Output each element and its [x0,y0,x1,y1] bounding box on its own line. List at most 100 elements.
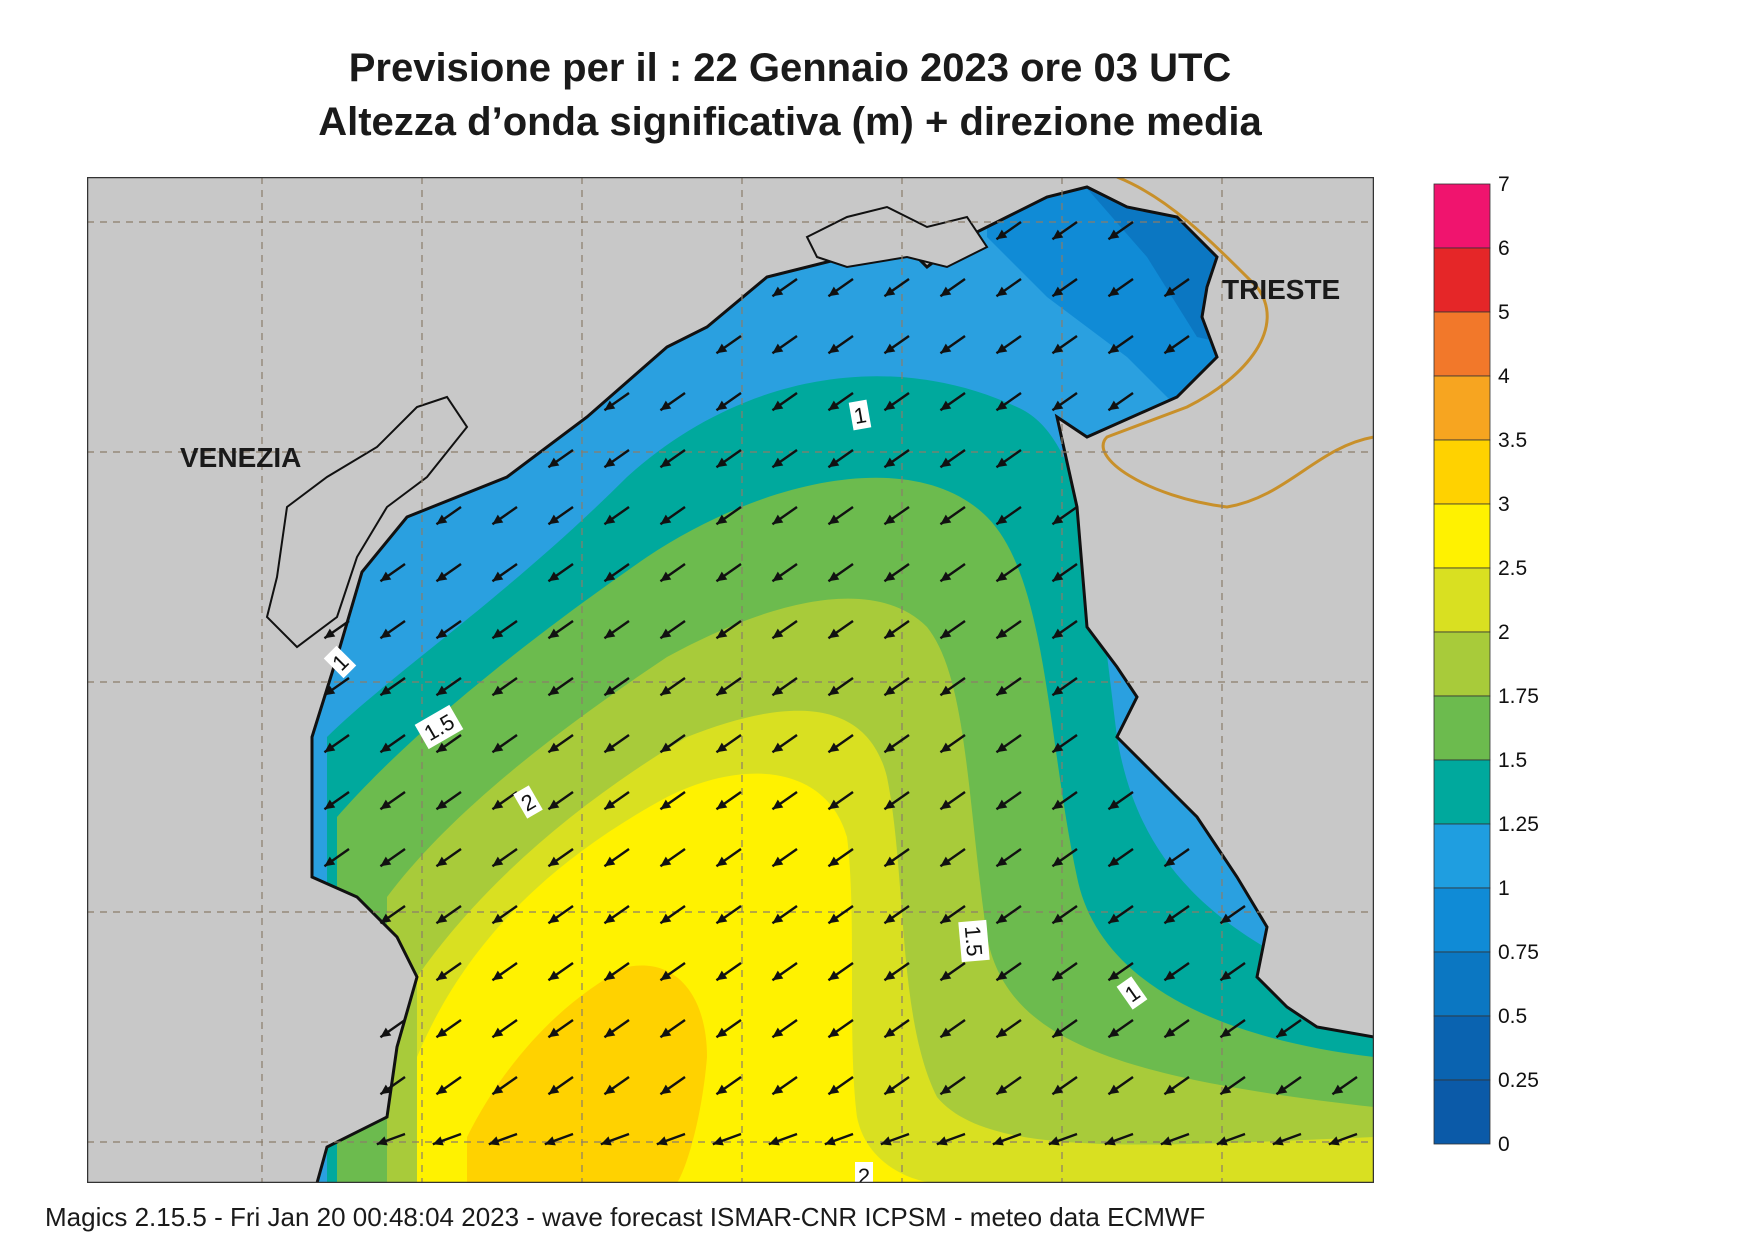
direction-arrowhead [324,856,336,867]
direction-arrowhead [828,514,840,525]
contour-label: 2 [855,1162,873,1183]
direction-arrowhead [492,571,504,582]
direction-arrowhead [1052,970,1064,981]
direction-arrowhead [940,856,952,867]
direction-arrowhead [436,742,448,753]
direction-arrowhead [1164,343,1176,354]
map-title: Previsione per il : 22 Gennaio 2023 ore … [348,46,1232,90]
direction-arrowhead [884,1027,896,1038]
direction-arrowhead [436,1084,448,1095]
direction-arrowhead [940,685,952,696]
direction-arrowhead [940,286,952,297]
direction-arrowhead [380,571,392,582]
direction-arrowhead [884,970,896,981]
direction-arrowhead [1160,1136,1172,1146]
direction-arrowhead [660,913,672,924]
direction-arrowhead [1272,1136,1284,1146]
direction-arrowhead [772,571,784,582]
direction-arrowhead [1104,1136,1116,1146]
direction-arrowhead [996,400,1008,411]
direction-arrowhead [1052,286,1064,297]
direction-arrowhead [940,1084,952,1095]
legend-swatch [1433,375,1491,441]
direction-arrowhead [660,514,672,525]
svg-text:2: 2 [858,1164,870,1183]
legend-swatch [1433,1015,1491,1081]
direction-arrowhead [772,1027,784,1038]
direction-arrowhead [548,514,560,525]
direction-arrowhead [884,457,896,468]
direction-arrowhead [656,1136,668,1146]
legend-tick-label: 0.75 [1498,941,1539,964]
direction-arrowhead [996,343,1008,354]
legend-swatch [1433,631,1491,697]
direction-arrowhead [828,457,840,468]
direction-arrowhead [1276,1084,1288,1095]
direction-arrowhead [716,970,728,981]
direction-arrowhead [1052,913,1064,924]
direction-arrowhead [940,571,952,582]
direction-arrowhead [492,628,504,639]
direction-arrowhead [1164,970,1176,981]
direction-arrowhead [1108,1027,1120,1038]
legend-ticks: 7 6 5 4 3.5 3 2.5 2 1.75 1.5 1.25 1 0.75 0.5 0.25 0 [1498,176,1539,1156]
direction-arrowhead [1220,1084,1232,1095]
direction-arrowhead [940,913,952,924]
direction-arrowhead [324,628,336,639]
direction-arrowhead [436,571,448,582]
direction-arrowhead [992,1136,1004,1146]
direction-arrowhead [828,799,840,810]
direction-arrowhead [828,1084,840,1095]
direction-arrowhead [1108,343,1120,354]
place-venezia: VENEZIA [180,442,301,473]
legend-tick-label: 3.5 [1498,429,1527,452]
direction-arrowhead [884,742,896,753]
direction-arrowhead [660,685,672,696]
direction-arrowhead [884,856,896,867]
legend-swatch [1433,311,1491,377]
direction-arrowhead [1108,913,1120,924]
direction-arrowhead [716,913,728,924]
direction-arrowhead [380,628,392,639]
direction-arrowhead [996,685,1008,696]
direction-arrowhead [1328,1136,1340,1146]
legend-swatch [1433,887,1491,953]
direction-arrowhead [1108,400,1120,411]
direction-arrowhead [1108,229,1120,240]
legend-swatch [1433,183,1491,249]
legend-tick-label: 7 [1498,176,1510,196]
direction-arrowhead [604,913,616,924]
legend-tick-label: 1.25 [1498,813,1539,836]
map-subtitle: Altezza d’onda significativa (m) + direz… [318,100,1262,144]
legend-swatch [1433,695,1491,761]
direction-arrowhead [884,799,896,810]
direction-arrowhead [660,856,672,867]
direction-arrowhead [940,970,952,981]
direction-arrowhead [940,742,952,753]
contour-label: 2 [513,785,543,819]
direction-arrowhead [604,628,616,639]
direction-arrowhead [880,1136,892,1146]
direction-arrowhead [1048,1136,1060,1146]
direction-arrowhead [548,742,560,753]
direction-arrowhead [716,571,728,582]
direction-arrowhead [996,457,1008,468]
direction-arrowhead [660,457,672,468]
direction-arrowhead [1052,685,1064,696]
legend-swatch [1433,1079,1491,1145]
legend-tick-label: 1 [1498,877,1510,900]
direction-arrowhead [660,970,672,981]
direction-arrowhead [996,742,1008,753]
direction-arrowhead [940,1027,952,1038]
direction-arrowhead [772,457,784,468]
legend-tick-label: 5 [1498,301,1510,324]
coastline [310,185,1374,1183]
direction-arrowhead [380,913,392,924]
direction-arrowhead [772,1084,784,1095]
direction-arrowhead [940,628,952,639]
direction-arrowhead [436,628,448,639]
direction-arrowhead [884,514,896,525]
direction-arrowhead [492,970,504,981]
direction-arrowhead [1276,1027,1288,1038]
direction-arrowhead [1052,1027,1064,1038]
